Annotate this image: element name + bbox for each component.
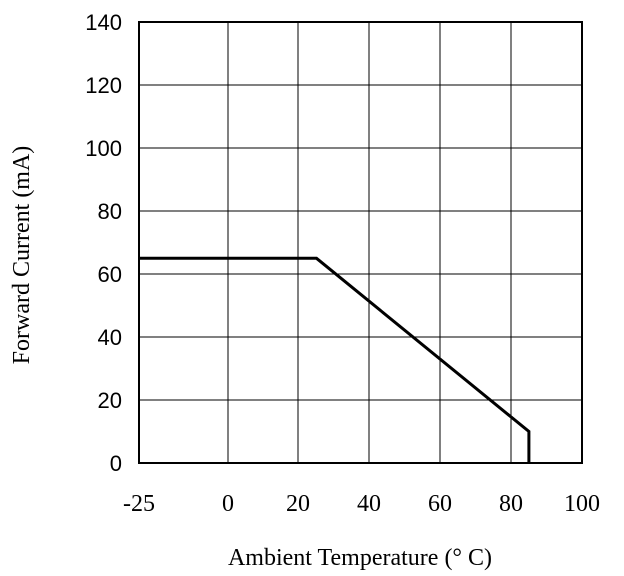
y-tick-label: 0: [110, 451, 122, 476]
y-tick-label: 60: [98, 262, 122, 287]
y-tick-label: 40: [98, 325, 122, 350]
x-tick-label: -25: [123, 491, 155, 517]
y-tick-label: 20: [98, 388, 122, 413]
x-tick-label: 60: [428, 491, 452, 517]
plot-frame: [138, 21, 583, 464]
x-tick-label: 20: [286, 491, 310, 517]
series-line-0: [139, 256, 531, 463]
y-axis-label: Forward Current (mA): [9, 146, 35, 365]
y-tick-label: 80: [98, 199, 122, 224]
x-tick-label: 40: [357, 491, 381, 517]
y-tick-labels: 0 20 40 60 80 100 120 140: [85, 10, 122, 476]
x-tick-label: 100: [564, 491, 600, 517]
x-tick-labels: -25 0 20 40 60 80 100: [123, 491, 600, 517]
grid: [139, 22, 582, 463]
x-axis-label: Ambient Temperature (° C): [228, 545, 492, 571]
y-tick-label: 100: [85, 136, 122, 161]
x-tick-label: 80: [499, 491, 523, 517]
y-tick-label: 120: [85, 73, 122, 98]
x-tick-label: 0: [222, 491, 234, 517]
y-tick-label: 140: [85, 10, 122, 35]
series-group: [139, 256, 531, 463]
